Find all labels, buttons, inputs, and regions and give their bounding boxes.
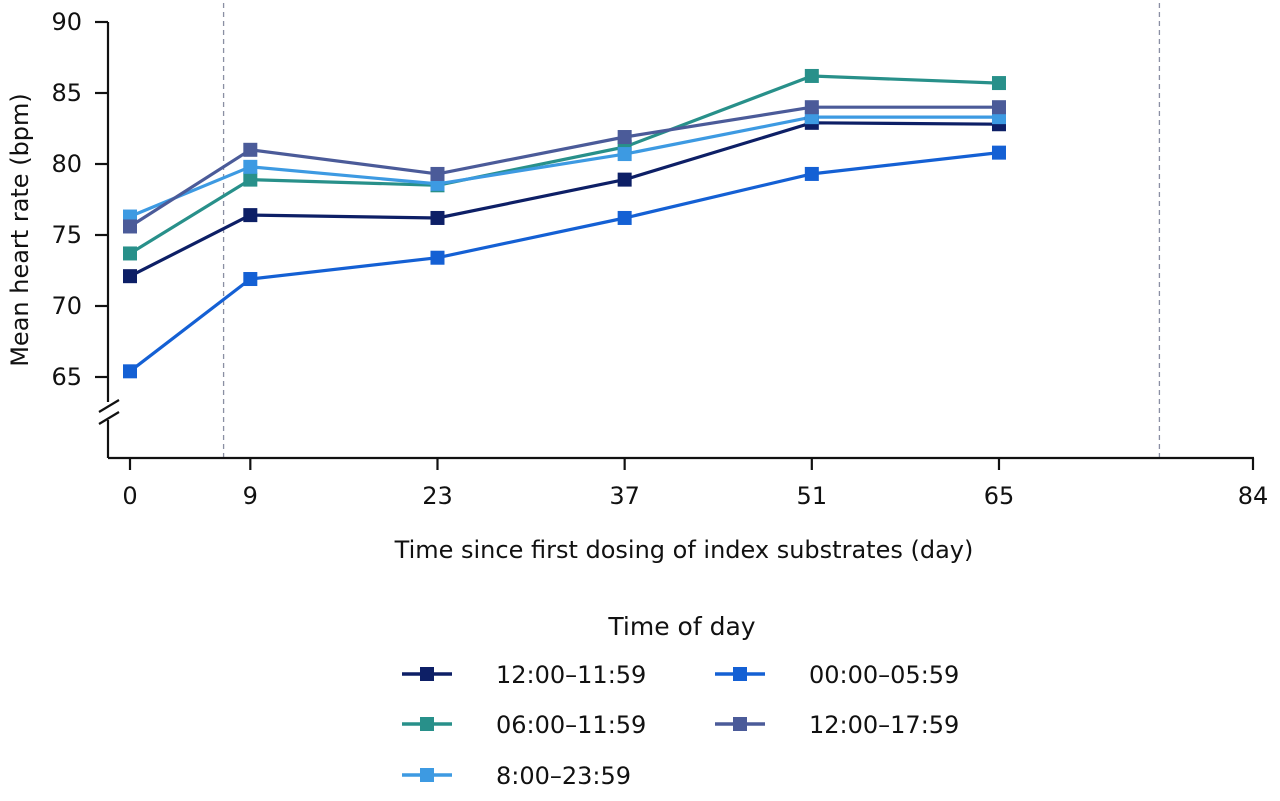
- series-1-point-4: [617, 172, 632, 187]
- series-line-3: [129, 74, 1000, 255]
- y-tick-label-85: 85: [51, 79, 82, 107]
- series-3-point-1: [123, 246, 137, 261]
- series-2-point-1: [123, 364, 137, 379]
- series-2-point-5: [804, 166, 819, 181]
- legend-label: 00:00–05:59: [809, 661, 959, 689]
- legend-swatch-marker: [420, 667, 434, 681]
- legend-swatch-marker: [420, 768, 434, 782]
- legend: Time of day 12:00–11:59 00:00–05:59 06:00–…: [402, 612, 959, 790]
- y-tick-label-75: 75: [51, 221, 82, 249]
- legend-label: 12:00–11:59: [496, 661, 646, 689]
- x-tick-label-37: 37: [609, 482, 640, 510]
- y-axis-title: Mean heart rate (bpm): [6, 93, 34, 367]
- series-1-point-1: [123, 269, 137, 284]
- legend-item-5: 8:00–23:59: [402, 762, 631, 790]
- y-tick-label-65: 65: [51, 363, 82, 391]
- series-5-point-4: [617, 147, 632, 162]
- series-lines: [129, 74, 1000, 373]
- x-tick-label-51: 51: [797, 482, 828, 510]
- y-tick-label-80: 80: [51, 150, 82, 178]
- legend-label: 06:00–11:59: [496, 711, 646, 739]
- axis-break-mark-2: [98, 411, 120, 425]
- x-tick-label-0: 0: [122, 482, 137, 510]
- series-4-point-3: [430, 166, 445, 181]
- series-4-point-4: [617, 130, 632, 145]
- series-3-point-2: [243, 172, 258, 187]
- series-3-point-6: [991, 76, 1006, 91]
- legend-swatch-marker: [420, 717, 434, 731]
- axis-break-mark-1: [98, 399, 120, 413]
- series-4-point-5: [804, 100, 819, 115]
- reference-lines: [222, 3, 1161, 458]
- series-2-point-3: [430, 250, 445, 265]
- axes: [98, 22, 1254, 460]
- legend-label: 8:00–23:59: [496, 762, 631, 790]
- legend-swatch-marker: [733, 717, 747, 731]
- ticks: 65 70 75 80 85 90 0 9 23 37 51 65 84: [51, 8, 1268, 510]
- x-tick-label-9: 9: [243, 482, 258, 510]
- y-tick-label-70: 70: [51, 292, 82, 320]
- legend-items: 12:00–11:59 00:00–05:59 06:00–11:59 12:00–1…: [402, 661, 959, 790]
- series-line-1: [129, 121, 1000, 278]
- series-1-point-2: [243, 208, 258, 223]
- series-4-point-1: [123, 219, 137, 234]
- series-line-5: [129, 115, 999, 218]
- series-line-2: [129, 151, 1000, 373]
- legend-item-4: 12:00–17:59: [715, 711, 959, 739]
- series-2-point-2: [243, 272, 258, 287]
- x-tick-label-65: 65: [984, 482, 1015, 510]
- legend-item-2: 00:00–05:59: [715, 661, 959, 689]
- series-5-point-2: [243, 159, 258, 174]
- series-4-point-6: [991, 100, 1006, 115]
- series-2-point-6: [991, 145, 1006, 160]
- series-1-point-3: [430, 210, 445, 225]
- x-tick-label-84: 84: [1238, 482, 1269, 510]
- legend-item-3: 06:00–11:59: [402, 711, 646, 739]
- series-4-point-2: [243, 142, 258, 157]
- series-points: [123, 68, 1006, 379]
- legend-title: Time of day: [607, 612, 755, 641]
- x-tick-label-23: 23: [422, 482, 453, 510]
- legend-label: 12:00–17:59: [809, 711, 959, 739]
- series-line-4: [129, 105, 999, 228]
- legend-item-1: 12:00–11:59: [402, 661, 646, 689]
- legend-swatch-marker: [733, 667, 747, 681]
- y-tick-label-90: 90: [51, 8, 82, 36]
- series-3-point-5: [804, 68, 819, 83]
- x-axis-title: Time since first dosing of index substra…: [394, 536, 974, 564]
- series-2-point-4: [617, 210, 632, 225]
